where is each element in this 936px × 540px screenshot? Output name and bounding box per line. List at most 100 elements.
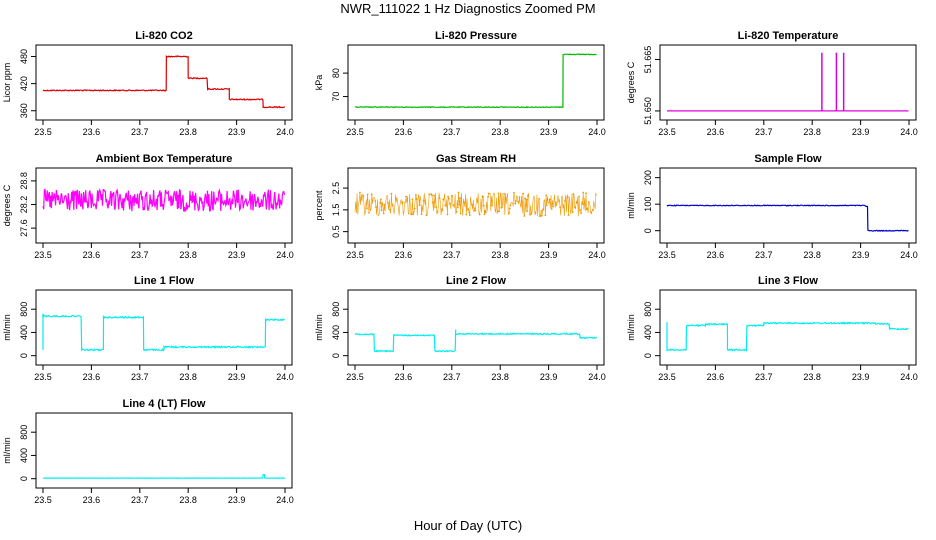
plot-frame — [347, 167, 605, 244]
data-point — [518, 196, 521, 198]
series-line — [42, 313, 285, 352]
panel-title: Line 3 Flow — [758, 275, 818, 287]
plot-frame — [347, 289, 605, 366]
y-axis-label: ml/min — [626, 314, 636, 341]
data-point — [387, 202, 389, 204]
data-point — [524, 197, 526, 200]
data-point — [503, 192, 505, 195]
data-point — [545, 204, 548, 207]
panel-title: Li-820 CO2 — [135, 30, 192, 42]
data-point — [458, 203, 461, 206]
y-tick-label: 800 — [19, 425, 29, 440]
y-tick-label: 0 — [19, 353, 29, 358]
data-point — [542, 208, 545, 211]
data-point — [515, 200, 517, 202]
y-axis-label: ml/min — [626, 192, 636, 219]
data-point — [405, 195, 407, 198]
panel-1: Li-820 CO2 Licor ppm 23.5 23.6 23.7 23.8 23.9 2… — [2, 30, 294, 137]
panel-6: Sample Flow ml/min 23.5 23.6 23.7 23.8 23.9 24.… — [626, 153, 918, 260]
data-point — [496, 210, 499, 213]
data-point — [389, 208, 391, 211]
x-tick-label: 24.0 — [276, 372, 294, 382]
y-tick-label: 400 — [643, 325, 653, 340]
data-point — [578, 195, 580, 198]
data-point — [411, 198, 414, 201]
data-point — [592, 209, 594, 212]
data-point — [412, 213, 414, 216]
data-point — [487, 192, 490, 195]
y-tick-label: 400 — [19, 325, 29, 340]
data-point — [383, 203, 386, 206]
x-tick-label: 23.5 — [34, 372, 52, 382]
data-point — [428, 193, 431, 196]
data-point — [435, 206, 438, 209]
data-point — [552, 205, 554, 208]
data-point — [491, 204, 494, 207]
data-point — [550, 208, 553, 210]
data-point — [566, 196, 569, 198]
x-tick-label: 23.7 — [131, 495, 149, 505]
data-point — [485, 211, 487, 214]
x-tick-label: 23.9 — [540, 250, 558, 260]
x-tick-label: 23.8 — [803, 250, 821, 260]
y-tick-label: 0 — [643, 228, 653, 233]
x-tick-label: 23.5 — [34, 127, 52, 137]
data-point — [498, 210, 501, 213]
data-point — [368, 212, 370, 214]
figure-title: NWR_111022 1 Hz Diagnostics Zoomed PM — [340, 1, 596, 16]
series-line — [666, 204, 909, 232]
data-point — [431, 194, 433, 197]
panel-title: Line 4 (LT) Flow — [123, 398, 206, 410]
data-point — [555, 201, 557, 204]
y-tick-label: 100 — [643, 197, 653, 212]
data-point — [529, 213, 531, 216]
data-point — [482, 196, 484, 198]
y-tick-label: 800 — [331, 302, 341, 317]
data-point — [379, 201, 382, 204]
data-point — [572, 193, 575, 196]
data-point — [530, 213, 533, 215]
x-tick-label: 23.6 — [83, 250, 101, 260]
data-point — [455, 210, 458, 213]
x-tick-label: 23.6 — [707, 250, 725, 260]
data-point — [449, 202, 452, 205]
x-tick-label: 23.8 — [179, 495, 197, 505]
data-point — [420, 213, 423, 216]
data-point — [539, 214, 542, 217]
x-tick-label: 24.0 — [588, 127, 606, 137]
y-tick-label: 400 — [331, 325, 341, 340]
series-line — [354, 329, 597, 353]
plot-frame — [659, 167, 917, 244]
panel-title: Li-820 Pressure — [435, 30, 517, 42]
x-tick-label: 23.7 — [755, 372, 773, 382]
data-point — [580, 212, 582, 215]
data-point — [548, 198, 551, 201]
x-tick-label: 23.8 — [491, 250, 509, 260]
panel-7: Line 1 Flow ml/min 23.5 23.6 23.7 23.8 23.9 24.… — [2, 275, 294, 382]
data-point — [513, 191, 515, 194]
data-point — [457, 191, 460, 194]
y-tick-label: 200 — [643, 170, 653, 185]
data-point — [564, 200, 566, 202]
series-line — [43, 474, 286, 479]
data-point — [544, 214, 547, 217]
y-tick-label: 51.650 — [643, 97, 653, 125]
data-point — [441, 209, 444, 212]
data-point — [487, 196, 489, 198]
series-line — [42, 55, 286, 109]
x-tick-label: 23.9 — [540, 372, 558, 382]
x-tick-label: 23.8 — [179, 372, 197, 382]
panel-8: Line 2 Flow ml/min 23.5 23.6 23.7 23.8 23.9 24.… — [314, 275, 606, 382]
x-tick-label: 23.6 — [395, 127, 413, 137]
data-point — [573, 206, 576, 209]
x-tick-label: 23.7 — [443, 250, 461, 260]
x-tick-label: 23.5 — [658, 127, 676, 137]
data-point — [534, 211, 537, 214]
y-tick-label: 1.5 — [331, 204, 341, 217]
x-axis-title: Hour of Day (UTC) — [413, 518, 523, 533]
data-point — [415, 193, 417, 196]
data-point — [452, 204, 455, 207]
x-tick-label: 23.9 — [540, 127, 558, 137]
data-point — [497, 192, 500, 195]
y-tick-label: 28.8 — [19, 172, 29, 190]
